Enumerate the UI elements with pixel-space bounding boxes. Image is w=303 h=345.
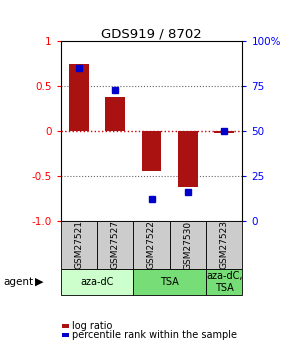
Bar [69, 64, 89, 131]
Bar [206, 221, 242, 269]
Text: GSM27522: GSM27522 [147, 220, 156, 269]
Text: TSA: TSA [160, 277, 179, 287]
Bar [178, 131, 198, 187]
Text: GSM27523: GSM27523 [220, 220, 229, 269]
Text: ▶: ▶ [35, 277, 44, 287]
Text: GSM27530: GSM27530 [183, 220, 192, 269]
Bar [97, 221, 133, 269]
Bar [214, 131, 234, 133]
Bar [170, 221, 206, 269]
Text: percentile rank within the sample: percentile rank within the sample [72, 330, 237, 339]
Bar [206, 269, 242, 295]
Text: agent: agent [3, 277, 33, 287]
Text: aza-dC,
TSA: aza-dC, TSA [206, 271, 242, 293]
Bar [61, 269, 133, 295]
Bar [133, 221, 170, 269]
Text: log ratio: log ratio [72, 321, 112, 331]
Bar [61, 221, 97, 269]
Text: GSM27521: GSM27521 [74, 220, 83, 269]
Bar [105, 97, 125, 131]
Bar [133, 269, 206, 295]
Text: GSM27527: GSM27527 [111, 220, 120, 269]
Bar [142, 131, 161, 171]
Title: GDS919 / 8702: GDS919 / 8702 [101, 27, 202, 40]
Text: aza-dC: aza-dC [80, 277, 114, 287]
